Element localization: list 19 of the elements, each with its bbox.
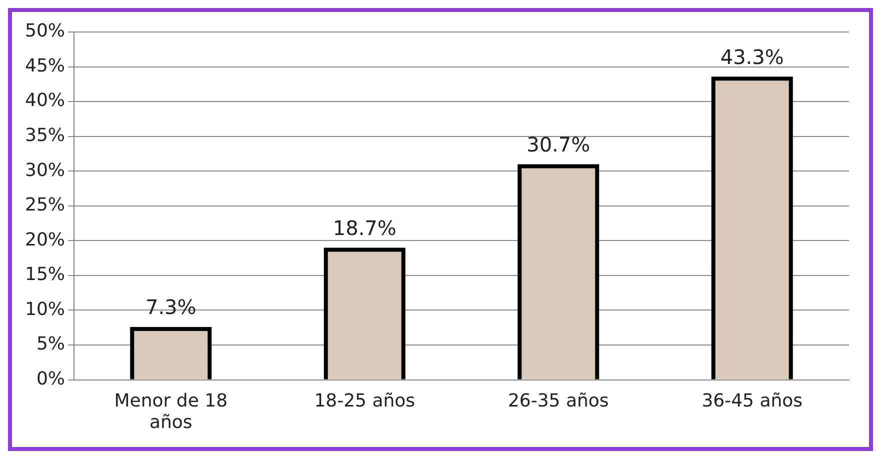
data-label: 7.3%: [145, 295, 196, 320]
x-tick-label: 18-25 años: [314, 390, 416, 412]
data-label: 18.7%: [332, 216, 396, 240]
y-tick-label: 20%: [24, 229, 66, 250]
y-tick-label: 25%: [24, 194, 66, 216]
y-tick-label: 5%: [36, 334, 66, 355]
y-tick-label: 30%: [24, 160, 66, 181]
data-label: 43.3%: [720, 44, 784, 69]
x-tick-label: 26-35 años: [508, 390, 609, 412]
y-tick-label: 35%: [24, 125, 66, 146]
y-tick-label: 15%: [24, 264, 66, 286]
x-tick-label: Menor de 18 años: [114, 390, 228, 433]
y-tick-label: 10%: [24, 298, 66, 320]
x-tick-label: 36-45 años: [702, 390, 803, 412]
y-tick-label: 45%: [24, 55, 66, 76]
y-tick-label: 50%: [24, 20, 66, 42]
data-label: 30.7%: [526, 132, 590, 156]
y-tick-label: 0%: [36, 368, 66, 390]
y-tick-label: 40%: [24, 90, 66, 112]
